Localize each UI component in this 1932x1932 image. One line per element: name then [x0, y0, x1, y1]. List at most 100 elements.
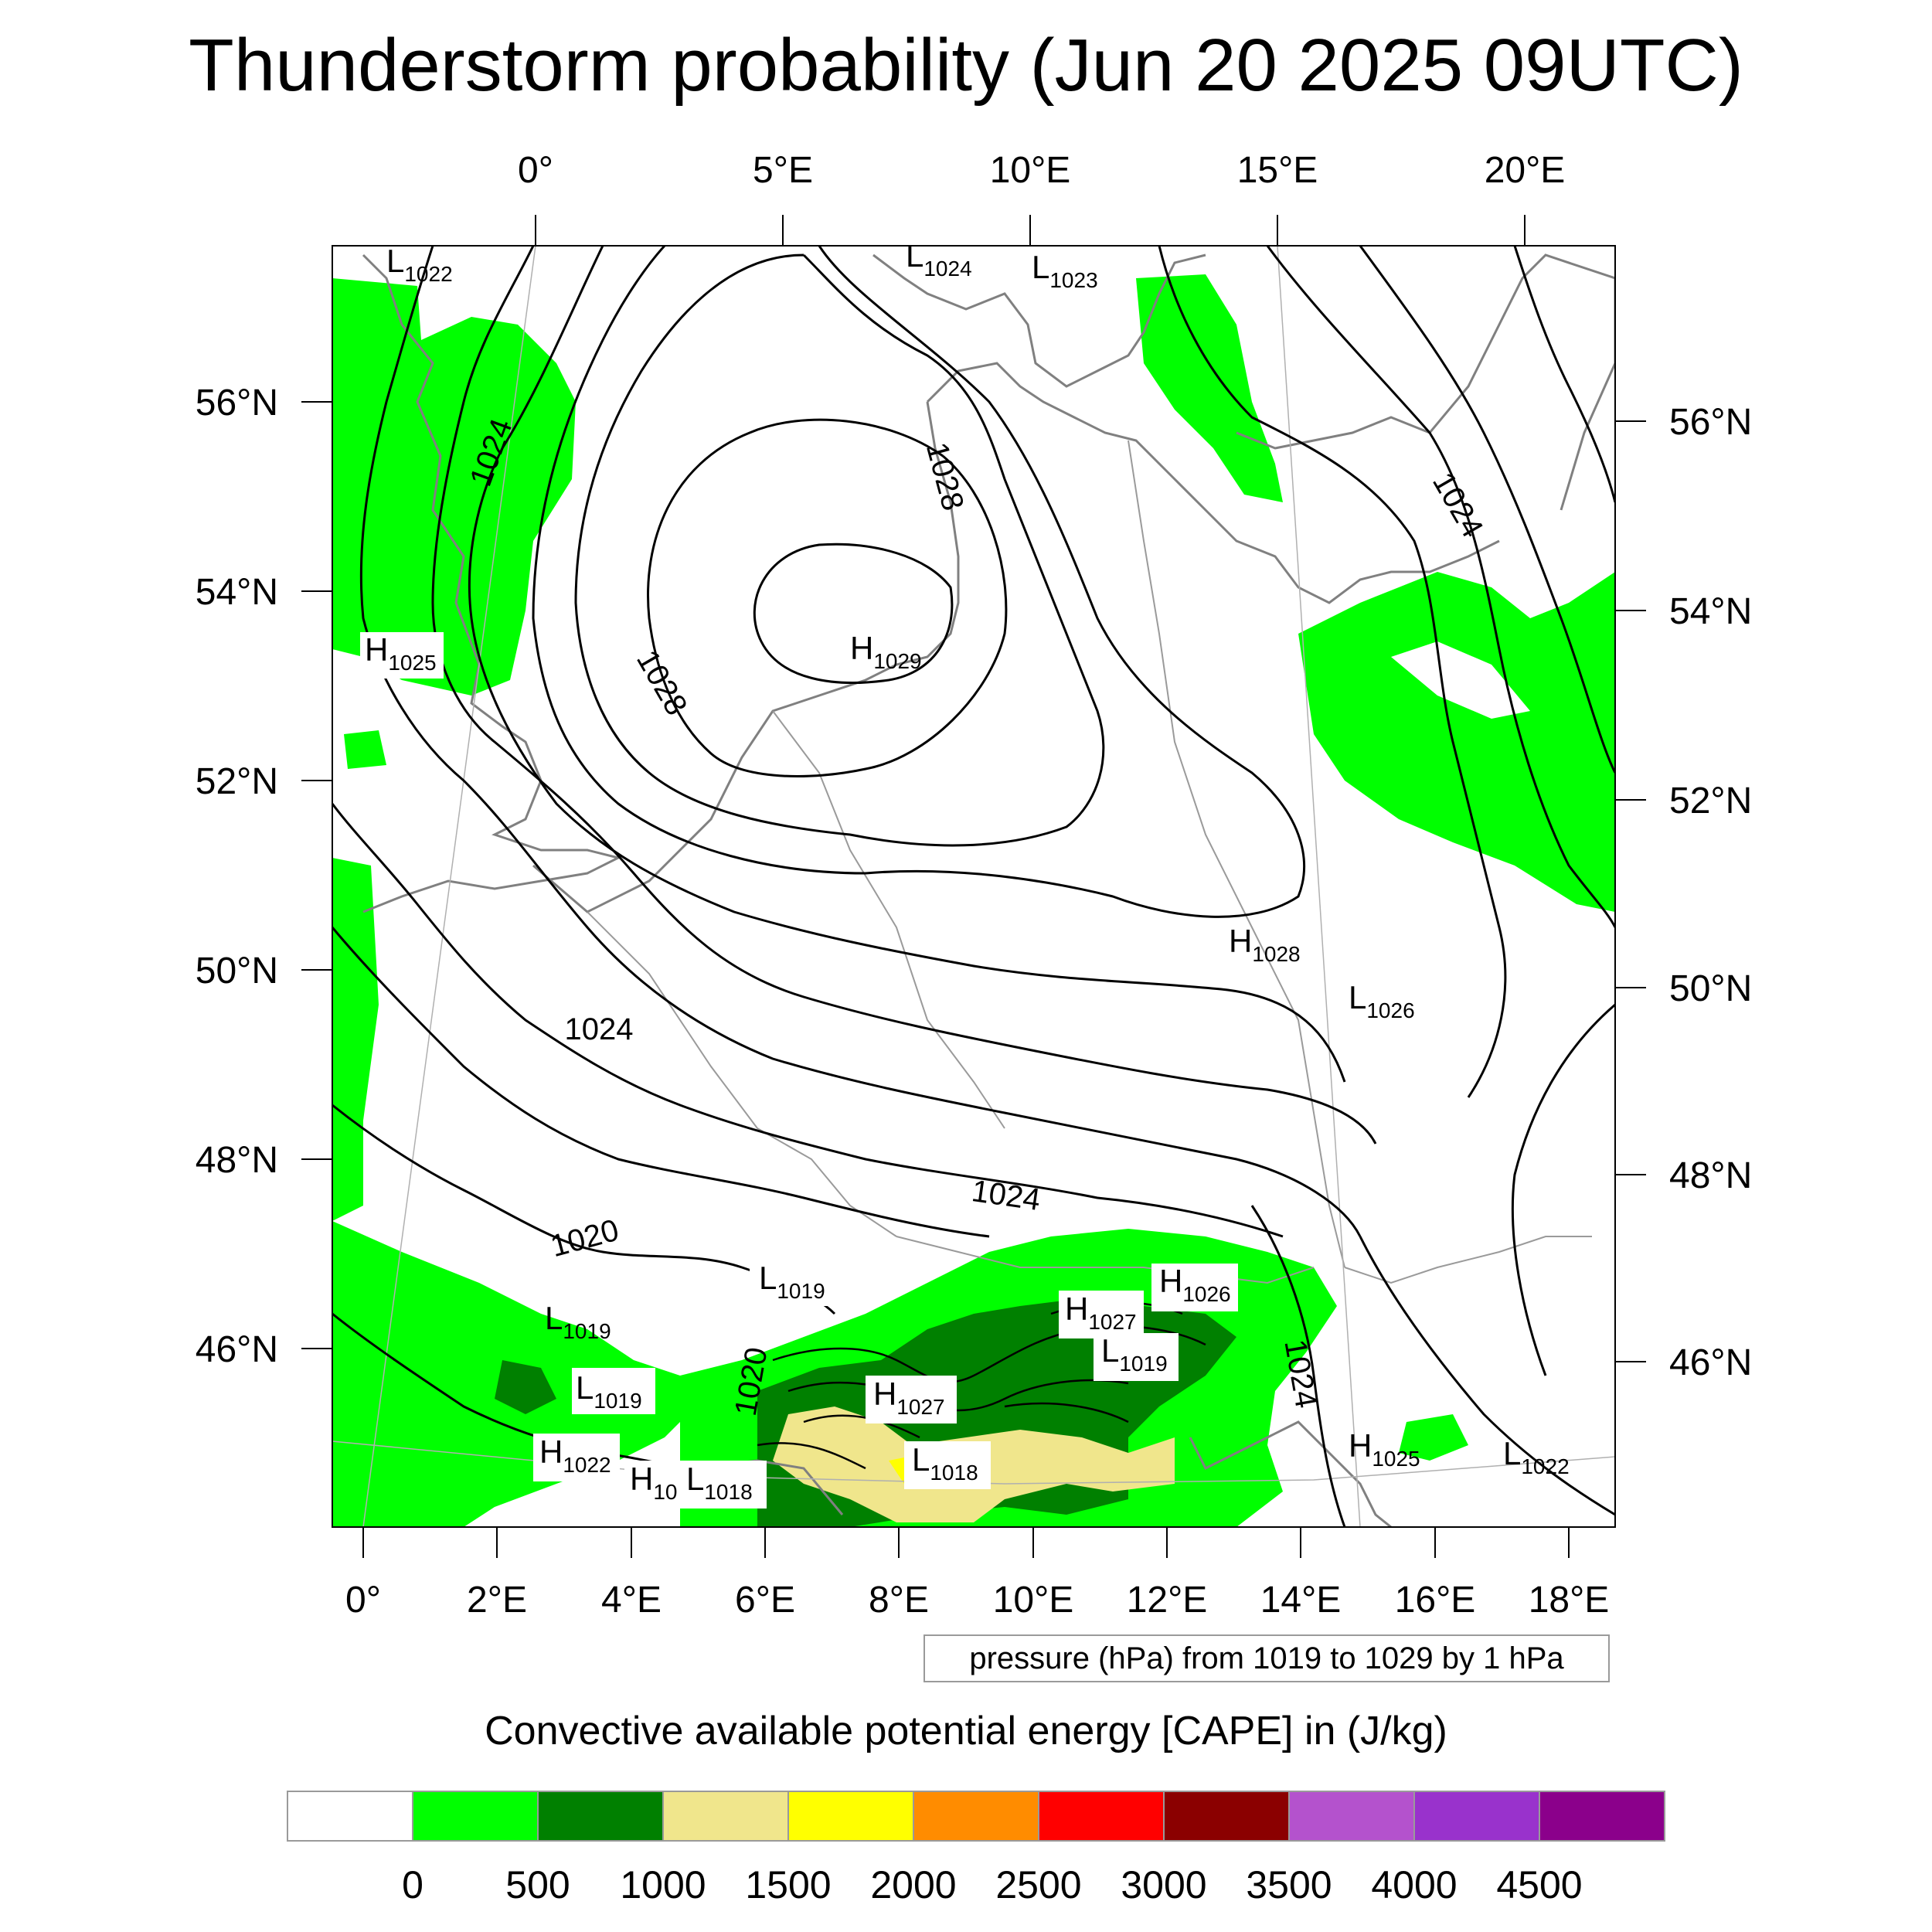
colorbar-tick-label: 1500 — [745, 1863, 831, 1906]
colorbar-swatch — [913, 1791, 1039, 1842]
pressure-center-low: L1019 — [759, 1260, 825, 1303]
svg-text:L1018: L1018 — [686, 1461, 753, 1504]
pressure-center-high: H1027 — [1065, 1291, 1137, 1334]
coastline-baltic — [1236, 253, 1615, 511]
svg-text:H10: H10 — [630, 1461, 678, 1504]
isobar-1026 — [532, 246, 1305, 918]
pressure-center-low: L1019 — [576, 1369, 642, 1413]
cape-region-dark-2 — [495, 1360, 556, 1414]
cape-region-uk-patch — [344, 730, 386, 769]
colorbar-swatch — [1163, 1791, 1290, 1842]
pressure-center-high: H1025 — [1349, 1427, 1420, 1471]
axis-right-labels: 56°N 54°N 52°N 50°N 48°N 46°N — [1669, 402, 1752, 1383]
colorbar-tick-label: 3500 — [1246, 1863, 1332, 1906]
tick-label: 8°E — [869, 1580, 929, 1621]
svg-text:H1029: H1029 — [850, 630, 922, 673]
axis-top-labels: 0° 5°E 10°E 15°E 20°E — [518, 150, 1565, 191]
colorbar-tick-label: 2000 — [870, 1863, 956, 1906]
colorbar-tick-label: 3000 — [1121, 1863, 1206, 1906]
tick-label: 56°N — [1669, 402, 1752, 443]
axis-left — [301, 401, 332, 1349]
cape-region-northwest — [332, 278, 576, 696]
isobar-1027 — [574, 253, 1105, 847]
isobar-1024-west — [431, 246, 1377, 1145]
colorbar-tick-label: 0 — [402, 1863, 423, 1906]
tick-label: 56°N — [196, 383, 278, 423]
isobar-east-4 — [1158, 246, 1507, 1098]
tick-label: 52°N — [196, 761, 278, 802]
svg-text:L1022: L1022 — [1503, 1435, 1570, 1478]
cape-region-poland-inner — [1391, 641, 1530, 719]
tick-label: 50°N — [196, 951, 278, 992]
colorbar-swatch — [287, 1791, 413, 1842]
pressure-center-high: H1028 — [1229, 923, 1301, 966]
svg-text:H1026: H1026 — [1159, 1263, 1231, 1306]
isobar-east-7 — [1511, 1003, 1615, 1376]
colorbar-swatch — [662, 1791, 789, 1842]
colorbar-swatch — [1038, 1791, 1165, 1842]
map-title: Thunderstorm probability (Jun 20 2025 09… — [189, 24, 1743, 107]
colorbar-swatch — [787, 1791, 914, 1842]
pressure-center-low: L1023 — [1032, 249, 1098, 292]
pressure-center-low: L1018 — [912, 1441, 978, 1485]
coastline-adriatic — [1189, 1420, 1392, 1527]
coastlines — [362, 253, 1615, 1527]
isobar-1029 — [753, 543, 954, 684]
isobar-east-6 — [1359, 1236, 1615, 1516]
pressure-center-low: L1018 — [686, 1461, 753, 1504]
pressure-center-high: H1029 — [850, 630, 922, 673]
tick-label: 48°N — [1669, 1155, 1752, 1196]
isobar-1023-west — [359, 246, 1362, 1237]
cape-region-balkan-patch — [1399, 1414, 1468, 1461]
pressure-center-low: L1022 — [386, 243, 453, 286]
isobar-east-3 — [1266, 246, 1615, 928]
plot-frame — [332, 245, 1616, 1528]
svg-text:H1025: H1025 — [1349, 1427, 1420, 1471]
isobar-label: 1024 — [565, 1012, 634, 1046]
isobar-1028 — [647, 418, 1008, 778]
isobar-east-1 — [1513, 246, 1615, 503]
svg-text:L1019: L1019 — [576, 1369, 642, 1413]
tick-label: 20°E — [1485, 150, 1566, 191]
svg-text:L1019: L1019 — [1101, 1332, 1168, 1376]
tick-label: 12°E — [1127, 1580, 1208, 1621]
svg-text:L1019: L1019 — [759, 1260, 825, 1303]
axis-left-labels: 56°N 54°N 52°N 50°N 48°N 46°N — [196, 383, 278, 1370]
isobar-1021-west — [332, 927, 990, 1238]
tick-label: 10°E — [993, 1580, 1074, 1621]
svg-text:H1028: H1028 — [1229, 923, 1301, 966]
pressure-center-high: H1026 — [1159, 1263, 1231, 1306]
pressure-center-low: L1026 — [1349, 979, 1415, 1022]
coastline-denmark — [926, 362, 1500, 604]
colorbar-swatch — [412, 1791, 539, 1842]
axis-bottom-labels: 0° 2°E 4°E 6°E 8°E 10°E 12°E 14°E 16°E 1… — [345, 1580, 1609, 1621]
isobar-1025-west — [468, 246, 1346, 1083]
pressure-center-low: L1019 — [545, 1300, 611, 1343]
isobar-east-2 — [1359, 246, 1615, 774]
tick-label: 54°N — [1669, 591, 1752, 632]
axis-right — [1615, 420, 1646, 1362]
isobar-1022-west — [332, 803, 1284, 1238]
svg-text:L1023: L1023 — [1032, 249, 1098, 292]
cape-colorbar — [287, 1791, 1665, 1842]
colorbar-tick-label: 1000 — [620, 1863, 706, 1906]
map-plot-area: 1024 1028 1028 1024 1024 1020 1020 1024 … — [332, 243, 1615, 1527]
pressure-center-high: H1025 — [365, 631, 437, 675]
colorbar-swatch — [1539, 1791, 1665, 1842]
colorbar-title: Convective available potential energy [C… — [485, 1709, 1447, 1753]
cape-region-north-central — [1136, 274, 1283, 502]
svg-text:L1026: L1026 — [1349, 979, 1415, 1022]
cape-region-west-france — [332, 858, 379, 1221]
svg-text:H1027: H1027 — [1065, 1291, 1137, 1334]
cape-region-poland — [1298, 572, 1615, 912]
isobar-east-5 — [1250, 1205, 1346, 1527]
tick-label: 0° — [518, 150, 553, 191]
coastline-continent-north — [532, 401, 960, 913]
pressure-center-high: H10 — [630, 1461, 678, 1504]
pressure-center-low: L1019 — [1101, 1332, 1168, 1376]
tick-label: 0° — [345, 1580, 381, 1621]
tick-label: 14°E — [1260, 1580, 1342, 1621]
svg-text:L1022: L1022 — [386, 243, 453, 286]
cape-field — [332, 274, 1615, 1527]
contour-info-label: pressure (hPa) from 1019 to 1029 by 1 hP… — [923, 1634, 1610, 1682]
